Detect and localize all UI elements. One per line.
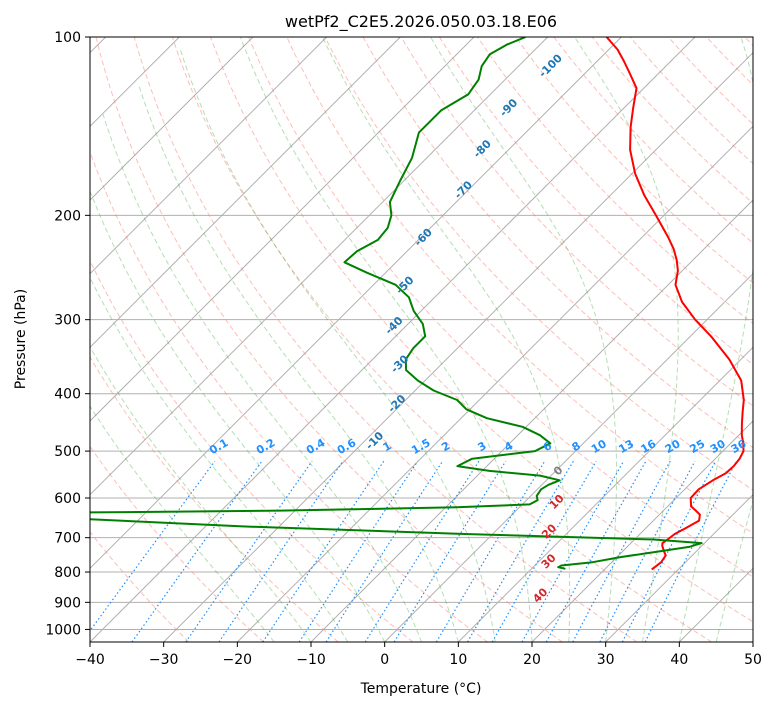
moist-adiabat-line [322,37,571,642]
x-tick-label: 10 [449,652,467,668]
x-tick-label: 20 [523,652,541,668]
x-axis-label: Temperature (°C) [360,681,482,697]
dry-adiabat-line [95,37,563,642]
dry-adiabat-line [90,150,488,642]
isotherm-line [163,51,753,642]
isotherm-line [90,37,696,642]
y-axis-label: Pressure (hPa) [13,289,29,389]
isotherm-line [531,420,753,642]
x-tick-label: −20 [223,652,253,668]
mixing-ratio-line [521,460,625,642]
y-tick-label: 600 [54,491,81,507]
axis-layer: −40 −30 −20 −10 0 10 20 30 40 50 100 200 300 400 500 60… [45,30,762,668]
mixing-ratio-line [262,460,385,642]
temperature-profile-line [605,37,745,571]
x-tick-label: −40 [75,652,105,668]
moist-adiabat-line [90,405,275,642]
isotherm-line [90,37,549,496]
mixing-ratio-line [393,460,507,642]
mixing-ratio-line [131,460,263,642]
isotherm-line [90,37,328,275]
isotherm-line [605,493,753,642]
dewpoint-profile-line [90,37,703,570]
chart-title: wetPf2_C2E5.2026.050.03.18.E06 [285,12,557,32]
dry-adiabat-line [210,37,753,623]
moist-adiabat-line [715,498,753,642]
y-tick-label: 1000 [45,622,81,638]
moist-adiabat-line [239,37,533,642]
isotherm-line [90,37,254,201]
isotherm-line [752,641,753,642]
dry-adiabat-line [90,259,414,642]
dry-adiabat-line [591,37,753,204]
dry-adiabat-line [286,37,753,534]
isotherm-line [236,125,753,642]
grid-layer [90,37,753,642]
x-tick-label: 30 [597,652,615,668]
moist-adiabat-line [102,114,422,642]
dry-adiabat-line [171,37,712,642]
x-tick-label: −30 [149,652,179,668]
x-tick-label: 0 [380,652,389,668]
mixing-ratio-line [185,460,313,642]
mixing-ratio-line [621,460,717,642]
y-tick-label: 500 [54,444,81,460]
isotherm-line [90,37,475,422]
y-tick-label: 700 [54,531,81,547]
y-tick-label: 200 [54,208,81,224]
dry-adiabat-line [400,37,753,407]
mixing-ratio-line [90,460,216,632]
plot-frame [89,36,754,643]
dry-adiabat-line [324,37,753,491]
x-tick-label: 50 [744,652,762,668]
x-tick-label: 40 [670,652,688,668]
x-tick-label: −10 [296,652,326,668]
moist-adiabat-line [430,37,617,642]
dry-adiabat-line [553,37,753,244]
isotherm-line [90,37,401,349]
dry-adiabat-line [248,37,753,578]
mixing-ratio-line [218,460,344,642]
y-tick-label: 900 [54,595,81,611]
dry-adiabat-line [90,531,190,642]
dry-adiabat-line [477,37,753,325]
y-tick-label: 100 [54,30,81,46]
moist-adiabat-line [179,49,496,642]
y-tick-label: 800 [54,565,81,581]
isotherm-line [457,346,753,642]
isotherm-line [384,272,753,642]
dry-adiabat-line [438,37,753,366]
moist-adiabat-line [678,37,753,642]
dry-adiabat-line [90,356,339,642]
series-layer [90,37,745,571]
dry-adiabat-line [362,37,753,449]
y-tick-label: 300 [54,313,81,329]
mixing-ratio-line [644,460,738,642]
isotherm-line [90,37,622,570]
mixing-ratio-line [435,460,546,642]
moist-adiabat-line [90,189,386,642]
moist-adiabat-line [137,83,459,642]
mixing-ratio-line [466,460,574,642]
y-tick-label: 400 [54,387,81,403]
dry-adiabat-line [133,37,638,642]
